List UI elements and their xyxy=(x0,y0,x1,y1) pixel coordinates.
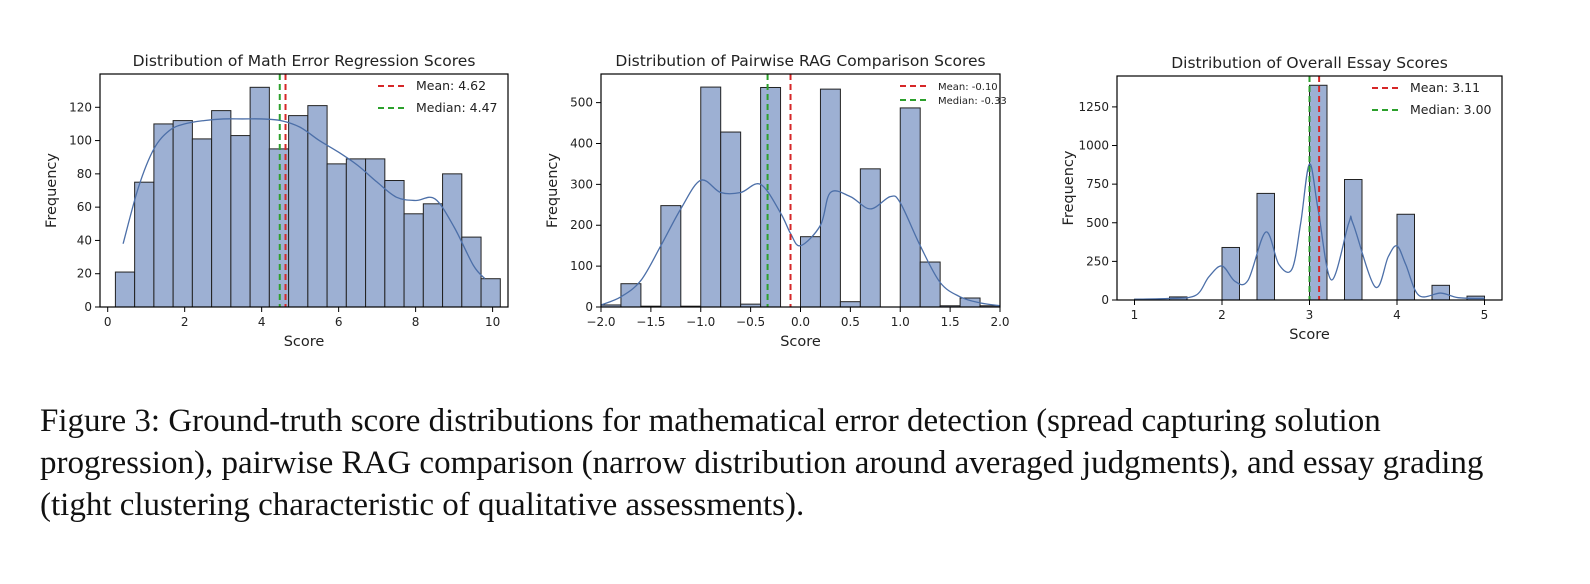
histogram-bar xyxy=(288,115,309,308)
histogram-bar xyxy=(720,131,742,308)
x-tick-label: −0.5 xyxy=(736,315,765,329)
histogram-bar xyxy=(211,110,232,308)
x-tick-label: 0 xyxy=(104,315,112,329)
histogram-bar xyxy=(153,123,174,308)
y-tick-label: 100 xyxy=(570,259,593,273)
y-tick-label: 20 xyxy=(77,267,92,281)
x-tick-label: 6 xyxy=(335,315,343,329)
x-tick-label: 0.0 xyxy=(791,315,810,329)
histogram-bar xyxy=(326,163,347,308)
histogram-bar xyxy=(839,301,861,308)
y-tick-label: 250 xyxy=(1086,254,1109,268)
histogram-bar xyxy=(403,213,424,308)
y-tick-label: 1250 xyxy=(1078,100,1109,114)
x-tick-label: −1.0 xyxy=(686,315,715,329)
histogram-bar xyxy=(114,271,136,308)
x-tick-label: −2.0 xyxy=(586,315,615,329)
y-tick-label: 120 xyxy=(69,100,92,114)
histogram-bar xyxy=(172,120,193,308)
y-tick-label: 0 xyxy=(84,300,92,314)
x-tick-label: 3 xyxy=(1306,308,1314,322)
y-tick-label: 100 xyxy=(69,134,92,148)
y-axis-label: Frequency xyxy=(44,153,60,228)
plot-frame xyxy=(99,73,509,308)
histogram-bar xyxy=(422,203,444,308)
chart-title: Distribution of Overall Essay Scores xyxy=(1171,54,1448,72)
histogram-bar xyxy=(660,205,682,308)
y-tick-label: 0 xyxy=(1101,293,1109,307)
legend-median-label: Median: 3.00 xyxy=(1410,102,1492,117)
chart-title: Distribution of Pairwise RAG Comparison … xyxy=(615,52,985,70)
chart-3: 1 2 3 4 5 0 250 500 750 1000 1250 Distribution of O… xyxy=(1061,54,1503,343)
legend-mean-label: Mean: 3.11 xyxy=(1410,80,1480,95)
x-tick-label: −1.5 xyxy=(636,315,665,329)
x-tick-label: 2 xyxy=(181,315,189,329)
kde-curve xyxy=(600,179,1001,307)
legend-mean-label: Mean: 4.62 xyxy=(416,78,486,93)
legend-median-label: Median: 4.47 xyxy=(416,100,497,115)
histogram-bar xyxy=(919,261,941,308)
y-tick-label: 1000 xyxy=(1078,139,1109,153)
y-tick-label: 750 xyxy=(1086,177,1109,191)
x-tick-label: 5 xyxy=(1481,308,1489,322)
x-tick-label: 4 xyxy=(1393,308,1401,322)
x-tick-label: 10 xyxy=(485,315,500,329)
figure-caption: Figure 3: Ground-truth score distributio… xyxy=(40,403,1484,523)
kde-curve xyxy=(1134,163,1485,300)
x-tick-label: 2 xyxy=(1218,308,1226,322)
x-tick-label: 1.5 xyxy=(941,315,960,329)
y-tick-label: 60 xyxy=(77,200,92,214)
histogram-bar xyxy=(859,168,881,308)
histogram-bar xyxy=(819,88,841,308)
x-tick-label: 2.0 xyxy=(990,315,1009,329)
x-tick-label: 8 xyxy=(412,315,420,329)
histogram-bar xyxy=(1221,246,1240,301)
histogram-bar xyxy=(1344,179,1363,301)
histogram-bar xyxy=(480,278,501,308)
x-tick-label: 0.5 xyxy=(841,315,860,329)
histogram-bar xyxy=(230,135,251,308)
y-tick-label: 200 xyxy=(570,218,593,232)
x-axis-label: Score xyxy=(780,334,821,350)
x-axis-label: Score xyxy=(284,334,325,350)
y-axis-label: Frequency xyxy=(1061,150,1077,225)
kde-curve xyxy=(122,118,486,280)
x-tick-label: 1 xyxy=(1131,308,1139,322)
chart-title: Distribution of Math Error Regression Sc… xyxy=(133,52,476,70)
legend-median-label: Median: -0.33 xyxy=(938,96,1007,107)
chart-2: −2.0 −1.5 −1.0 −0.5 0.0 0.5 1.0 1.5 2.0 0 100 200 30… xyxy=(545,52,1010,350)
histogram-bar xyxy=(700,86,722,308)
histogram-bar xyxy=(134,181,155,308)
x-tick-label: 1.0 xyxy=(891,315,910,329)
legend-mean-label: Mean: -0.10 xyxy=(938,82,998,93)
y-tick-label: 300 xyxy=(570,177,593,191)
histogram-bar xyxy=(307,105,328,308)
y-tick-label: 80 xyxy=(77,167,92,181)
histogram-bar xyxy=(191,138,213,308)
y-tick-label: 500 xyxy=(1086,216,1109,230)
histogram-bar xyxy=(249,86,270,308)
y-tick-label: 500 xyxy=(570,96,593,110)
histogram-bar xyxy=(800,236,821,308)
y-tick-label: 400 xyxy=(570,136,593,150)
y-tick-label: 0 xyxy=(585,300,593,314)
histogram-bar xyxy=(1396,213,1415,301)
x-tick-label: 4 xyxy=(258,315,266,329)
x-axis-label: Score xyxy=(1289,327,1330,343)
histogram-bar xyxy=(345,158,367,308)
histogram-bar xyxy=(442,173,463,308)
y-tick-label: 40 xyxy=(77,233,92,247)
y-axis-label: Frequency xyxy=(545,153,561,228)
